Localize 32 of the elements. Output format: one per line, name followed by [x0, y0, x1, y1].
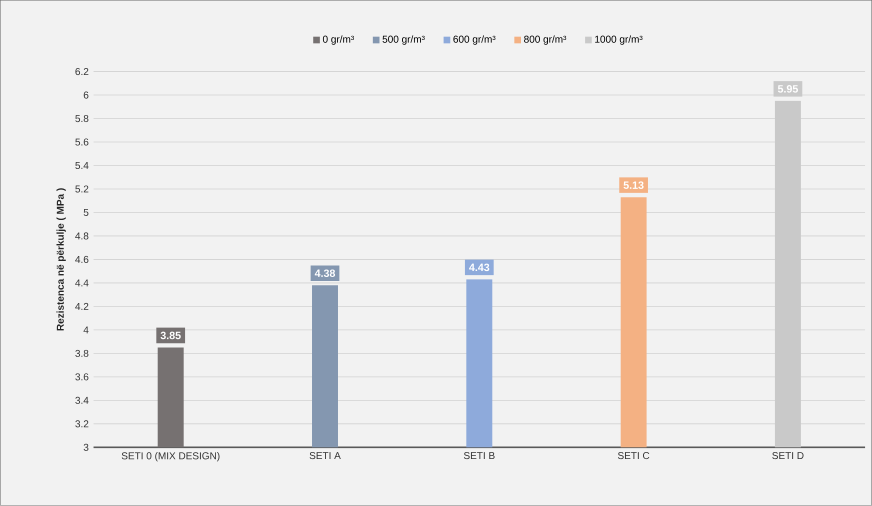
y-tick-label: 3.6 [75, 374, 88, 381]
y-tick-label: 3.4 [75, 397, 89, 404]
x-tick-label: SETI B [464, 452, 495, 460]
legend-label: 600 gr/m³ [453, 36, 496, 45]
x-tick-label: SETI 0 (MIX DESIGN) [122, 452, 220, 462]
legend-label: 800 gr/m³ [524, 36, 566, 45]
y-tick-label: 4.2 [75, 303, 88, 310]
y-tick-label: 5.8 [75, 115, 88, 122]
legend-label: 0 gr/m³ [322, 36, 354, 45]
y-tick-label: 3 [84, 444, 88, 452]
y-axis-title: Rezistenca në përkulje ( MPa ) [56, 188, 66, 331]
x-tick-label: SETI D [772, 452, 804, 460]
y-tick-label: 4.4 [75, 280, 89, 287]
data-label: 4.43 [469, 264, 490, 272]
data-label: 5.13 [624, 182, 644, 190]
y-tick-label: 6.2 [75, 68, 88, 76]
y-tick-label: 3.2 [75, 420, 88, 428]
y-tick-label: 5.2 [75, 186, 88, 193]
y-tick-label: 4.8 [75, 232, 88, 240]
y-tick-label: 4.6 [75, 256, 88, 264]
x-tick-label: SETI C [618, 452, 650, 460]
data-label: 4.38 [314, 270, 336, 278]
y-tick-label: 4 [84, 326, 89, 334]
y-tick-label: 5 [84, 209, 88, 216]
y-tick-label: 5.6 [75, 138, 88, 146]
legend-label: 500 gr/m³ [382, 36, 425, 45]
y-tick-label: 3.8 [75, 350, 88, 358]
y-tick-label: 5.4 [75, 162, 89, 170]
legend-label: 1000 gr/m³ [595, 36, 643, 45]
data-label: 3.85 [160, 332, 181, 340]
y-tick-label: 6 [84, 92, 88, 99]
x-tick-label: SETI A [310, 452, 341, 460]
